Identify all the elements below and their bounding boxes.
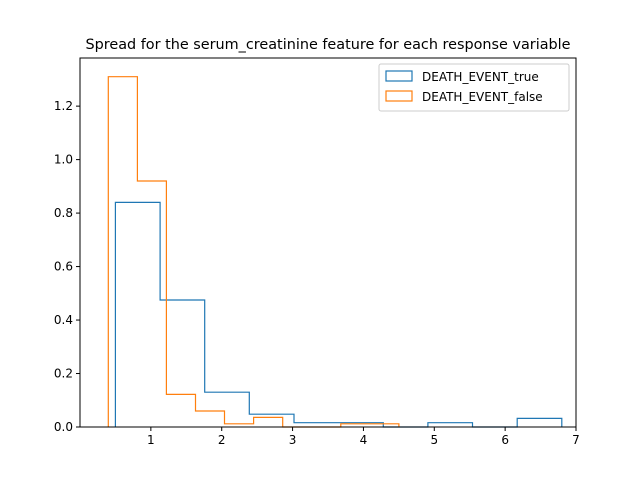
x-tick-label: 6 xyxy=(501,433,509,447)
chart-title: Spread for the serum_creatinine feature … xyxy=(85,37,570,53)
y-tick-label: 0.6 xyxy=(54,260,73,274)
legend-box xyxy=(378,63,570,112)
y-tick-label: 0.0 xyxy=(54,420,73,434)
x-tick-label: 4 xyxy=(360,433,368,447)
legend-swatch xyxy=(385,70,413,82)
y-tick-label: 1.0 xyxy=(54,153,73,167)
x-tick-label: 7 xyxy=(572,433,580,447)
axes-frame xyxy=(79,57,577,428)
legend-label: DEATH_EVENT_false xyxy=(422,90,543,104)
x-tick-label: 1 xyxy=(147,433,155,447)
x-tick-label: 3 xyxy=(289,433,297,447)
y-tick-label: 0.2 xyxy=(54,367,73,381)
legend: DEATH_EVENT_true DEATH_EVENT_false xyxy=(378,63,570,112)
y-tick-label: 0.4 xyxy=(54,313,73,327)
x-tick-label: 2 xyxy=(218,433,226,447)
axes-layer: 1 2 3 4 5 6 7 0.0 0.2 0.4 0.6 0.8 1.0 1.2 xyxy=(54,57,580,447)
histogram-step-death-event-false xyxy=(107,76,400,428)
legend-label: DEATH_EVENT_true xyxy=(422,70,539,84)
y-tick-label: 0.8 xyxy=(54,206,73,220)
legend-swatch xyxy=(385,90,413,102)
x-tick-label: 5 xyxy=(430,433,438,447)
y-tick-label: 1.2 xyxy=(54,99,73,113)
